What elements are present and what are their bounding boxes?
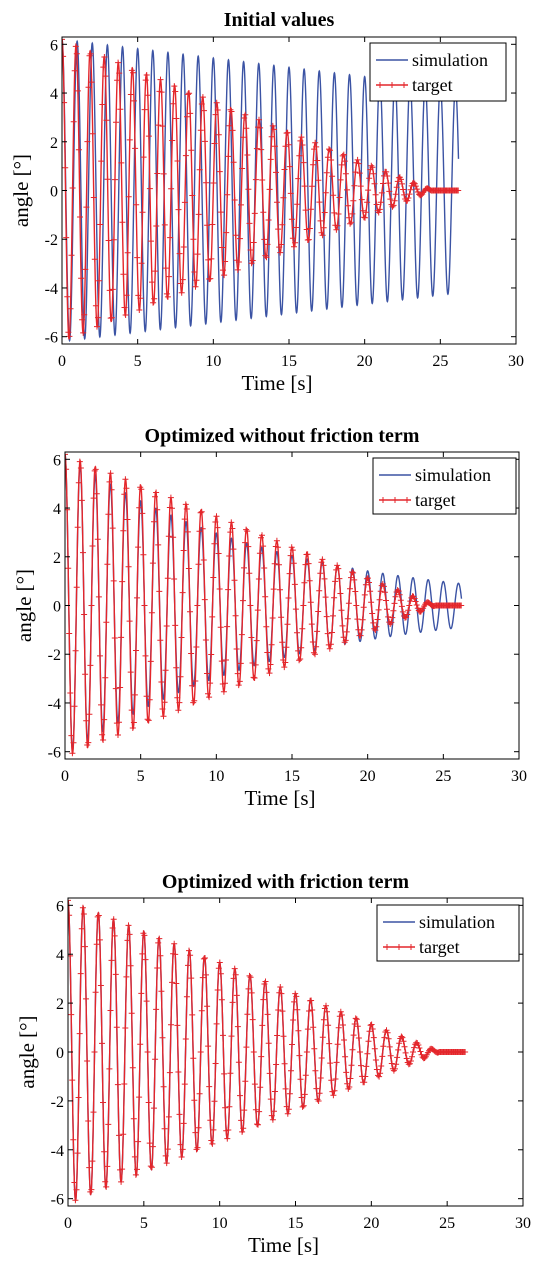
legend-marker-target: [377, 82, 383, 88]
legend: simulation target: [376, 904, 520, 962]
legend: simulation target: [369, 42, 507, 102]
chart-title: Optimized without friction term: [145, 425, 420, 447]
y-tick-label: -4: [51, 1143, 64, 1160]
x-tick-label: 5: [137, 768, 145, 785]
x-tick-label: 15: [281, 353, 297, 370]
series-group: [65, 452, 465, 757]
legend-box: [372, 457, 517, 515]
y-axis-label: angle [°]: [15, 1015, 39, 1088]
y-tick-label: -2: [45, 232, 58, 249]
x-tick-label: 15: [284, 768, 300, 785]
x-tick-label: 5: [140, 1215, 148, 1232]
y-tick-label: -6: [48, 745, 61, 762]
series-group: [68, 898, 469, 1204]
y-tick-label: 0: [50, 184, 58, 201]
y-tick-label: 2: [56, 996, 64, 1013]
legend-marker-target: [389, 82, 395, 88]
series-group: [62, 37, 462, 343]
x-tick-label: 30: [508, 353, 524, 370]
y-axis-label: angle [°]: [12, 569, 36, 642]
y-tick-label: 0: [53, 599, 61, 616]
x-tick-label: 5: [134, 353, 142, 370]
series-markers-target: [65, 452, 465, 757]
series-markers-target: [68, 898, 469, 1204]
legend-marker-target: [408, 944, 414, 950]
legend-marker-target: [380, 497, 386, 503]
legend-marker-target: [396, 944, 402, 950]
y-tick-label: -2: [51, 1094, 64, 1111]
x-tick-label: 25: [439, 1215, 455, 1232]
y-tick-label: -6: [45, 330, 58, 347]
legend-label-target: target: [415, 490, 456, 510]
x-tick-label: 10: [212, 1215, 228, 1232]
x-tick-label: 20: [357, 353, 373, 370]
y-tick-label: 0: [56, 1045, 64, 1062]
y-tick-label: 2: [50, 135, 58, 152]
legend-box: [369, 42, 507, 102]
chart-title: Initial values: [224, 9, 335, 31]
x-tick-label: 25: [432, 353, 448, 370]
legend-label-simulation: simulation: [419, 912, 495, 932]
x-axis-label: Time [s]: [245, 786, 316, 810]
x-tick-label: 15: [288, 1215, 304, 1232]
legend: simulation target: [372, 457, 517, 515]
x-tick-label: 0: [61, 768, 69, 785]
y-tick-label: 6: [53, 452, 61, 469]
y-tick-label: 4: [56, 947, 64, 964]
chart-title: Optimized with friction term: [162, 871, 409, 893]
x-tick-label: 0: [64, 1215, 72, 1232]
x-axis-label: Time [s]: [248, 1233, 319, 1257]
legend-marker-target: [384, 944, 390, 950]
x-tick-label: 20: [363, 1215, 379, 1232]
legend-label-simulation: simulation: [415, 465, 491, 485]
y-tick-label: -2: [48, 647, 61, 664]
x-tick-label: 20: [360, 768, 376, 785]
y-tick-label: 6: [56, 898, 64, 915]
y-tick-label: -6: [51, 1192, 64, 1209]
legend-marker-target: [401, 82, 407, 88]
y-tick-label: 2: [53, 550, 61, 567]
legend-label-target: target: [419, 937, 460, 957]
series-markers-target: [62, 37, 462, 340]
legend-box: [376, 904, 520, 962]
legend-label-simulation: simulation: [412, 50, 488, 70]
y-tick-label: -4: [45, 281, 58, 298]
x-axis-label: Time [s]: [242, 371, 313, 395]
y-axis-label: angle [°]: [9, 154, 33, 227]
y-tick-label: 4: [50, 86, 58, 103]
x-tick-label: 10: [205, 353, 221, 370]
legend-marker-target: [392, 497, 398, 503]
y-tick-label: 6: [50, 37, 58, 54]
y-tick-label: 4: [53, 501, 61, 518]
chart-panel-1: Initial values 0 5 10 15 20 25 30 -6 -4 -2 0 2 4 6 Time…: [9, 9, 524, 395]
x-tick-label: 30: [515, 1215, 531, 1232]
legend-label-target: target: [412, 75, 453, 95]
x-tick-label: 0: [58, 353, 66, 370]
x-tick-label: 10: [208, 768, 224, 785]
x-tick-label: 25: [435, 768, 451, 785]
y-tick-label: -4: [48, 696, 61, 713]
series-line-simulation: [62, 39, 460, 343]
x-tick-label: 30: [511, 768, 527, 785]
legend-marker-target: [404, 497, 410, 503]
